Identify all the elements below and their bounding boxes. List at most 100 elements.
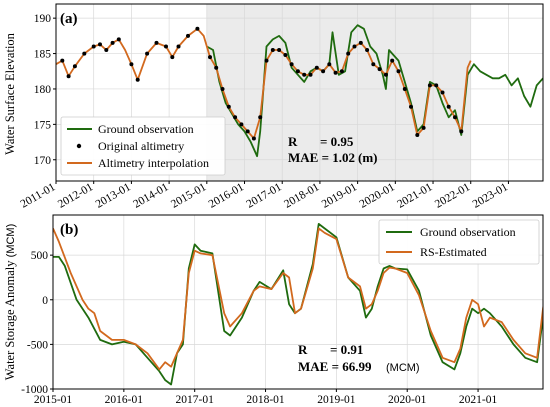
x-tick-label: 2021-01 xyxy=(395,181,434,211)
data-point-original-altimetry xyxy=(339,69,344,74)
data-point-original-altimetry xyxy=(176,44,181,49)
panel-a-x-ticks: 2011-012012-012013-012014-012015-012016-… xyxy=(19,181,510,211)
data-point-original-altimetry xyxy=(66,74,71,79)
data-point-original-altimetry xyxy=(208,55,212,60)
panel-b: -1000 -500 0 500 2015-01 2016-01 2017-01 2018-… xyxy=(3,214,544,406)
panel-b-y-ticks: -1000 -500 0 500 xyxy=(21,250,53,396)
y-tick-label: 190 xyxy=(34,13,52,25)
data-point-original-altimetry xyxy=(104,48,109,52)
data-point-original-altimetry xyxy=(129,62,134,67)
data-point-original-altimetry xyxy=(245,129,250,134)
data-point-original-altimetry xyxy=(91,44,96,49)
data-point-original-altimetry xyxy=(154,40,159,45)
data-point-original-altimetry xyxy=(110,40,115,45)
data-point-original-altimetry xyxy=(116,37,121,42)
data-point-original-altimetry xyxy=(145,51,150,56)
data-point-original-altimetry xyxy=(289,62,294,67)
panel-b-stat-r-value: = 0.91 xyxy=(330,342,363,357)
x-tick-label: 2011-01 xyxy=(19,181,58,210)
legend-label-ground-observation-b: Ground observation xyxy=(420,225,516,239)
x-tick-label: 2017-01 xyxy=(245,181,284,211)
panel-b-y-axis-label-text: Water Storage Anomaly xyxy=(3,260,17,381)
x-tick-label: 2016-01 xyxy=(207,181,246,211)
y-tick-label: 175 xyxy=(34,119,52,131)
data-point-original-altimetry xyxy=(333,70,338,75)
data-point-original-altimetry xyxy=(308,72,313,77)
x-tick-label: 2017-01 xyxy=(176,394,215,406)
data-point-original-altimetry xyxy=(264,58,269,63)
y-tick-label: 500 xyxy=(31,250,49,262)
x-tick-label: 2013-01 xyxy=(94,181,133,211)
data-point-original-altimetry xyxy=(277,48,282,52)
data-point-original-altimetry xyxy=(421,125,426,130)
panel-b-stat-mae-unit: (MCM) xyxy=(386,362,420,374)
panel-a-stats: R = 0.95 MAE = 1.02 (m) xyxy=(288,134,378,165)
x-tick-label: 2015-01 xyxy=(169,181,208,211)
legend-label-altimetry-interpolation: Altimetry interpolation xyxy=(98,156,209,170)
legend-label-ground-observation: Ground observation xyxy=(98,122,194,136)
legend-label-original-altimetry: Original altimetry xyxy=(98,139,184,153)
x-tick-label: 2020-01 xyxy=(358,181,397,211)
panel-a-stat-r-label: R xyxy=(288,134,298,149)
legend-label-rs-estimated: RS-Estimated xyxy=(420,245,487,259)
panel-b-stat-mae: MAE = 66.99 xyxy=(298,359,372,374)
data-point-original-altimetry xyxy=(383,72,388,77)
data-point-original-altimetry xyxy=(186,33,190,38)
data-point-original-altimetry xyxy=(446,104,451,109)
y-tick-label: 0 xyxy=(42,295,48,307)
x-tick-label: 2022-01 xyxy=(433,181,472,211)
x-tick-label: 2020-01 xyxy=(388,394,427,406)
series-line-altimetry-interpolation xyxy=(56,27,472,140)
data-point-original-altimetry xyxy=(409,104,413,109)
data-point-original-altimetry xyxy=(226,104,231,109)
data-point-original-altimetry xyxy=(164,44,168,49)
x-tick-label: 2023-01 xyxy=(471,181,510,211)
data-point-original-altimetry xyxy=(427,83,432,88)
data-point-original-altimetry xyxy=(327,62,332,67)
panel-a-frame xyxy=(55,3,544,182)
panel-a-legend: Ground observation Original altimetry Al… xyxy=(60,116,226,176)
panel-b-legend: Ground observation RS-Estimated xyxy=(378,219,540,265)
data-point-original-altimetry xyxy=(98,42,102,47)
data-point-original-altimetry xyxy=(295,69,300,74)
x-tick-label: 2019-01 xyxy=(317,394,356,406)
data-point-original-altimetry xyxy=(402,87,407,91)
data-point-original-altimetry xyxy=(434,83,439,88)
x-tick-label: 2012-01 xyxy=(56,181,95,211)
panel-b-series xyxy=(53,223,543,386)
x-tick-label: 2018-01 xyxy=(246,394,285,406)
panel-a-stat-mae-unit: (m) xyxy=(358,150,378,165)
data-point-original-altimetry xyxy=(321,69,326,74)
data-point-original-altimetry xyxy=(251,136,256,141)
panel-a-stat-r-value: = 0.95 xyxy=(320,134,354,149)
panel-a-grid xyxy=(55,4,543,181)
panel-b-x-ticks: 2015-01 2016-01 2017-01 2018-01 2019-01 2020-… xyxy=(34,389,498,406)
panel-a-series xyxy=(56,24,543,158)
data-point-original-altimetry xyxy=(60,58,65,63)
panel-a-y-ticks: 170 175 180 185 190 xyxy=(34,13,56,167)
data-point-original-altimetry xyxy=(390,58,395,63)
panel-a-shaded-period xyxy=(206,4,471,181)
data-point-original-altimetry xyxy=(302,72,307,77)
panel-b-frame xyxy=(52,214,544,390)
x-tick-label: 2019-01 xyxy=(320,181,359,211)
y-tick-label: 185 xyxy=(34,49,52,61)
series-line-rs-estimated xyxy=(53,227,543,371)
data-point-original-altimetry xyxy=(314,65,319,70)
data-point-original-altimetry xyxy=(270,48,275,52)
data-point-original-altimetry xyxy=(195,26,200,31)
data-point-original-altimetry xyxy=(346,51,351,56)
data-point-original-altimetry xyxy=(415,133,420,137)
data-point-original-altimetry xyxy=(377,67,382,72)
panel-a-y-axis-label: Water Surface Elevation xyxy=(3,32,17,155)
data-point-original-altimetry xyxy=(283,53,288,57)
data-point-original-altimetry xyxy=(239,122,244,127)
x-tick-label: 2015-01 xyxy=(34,394,73,406)
data-point-original-altimetry xyxy=(72,64,77,69)
legend-swatch-original-altimetry xyxy=(76,143,82,149)
panel-b-label: (b) xyxy=(60,222,78,238)
data-point-original-altimetry xyxy=(365,48,370,52)
x-tick-label: 2021-01 xyxy=(459,394,498,406)
